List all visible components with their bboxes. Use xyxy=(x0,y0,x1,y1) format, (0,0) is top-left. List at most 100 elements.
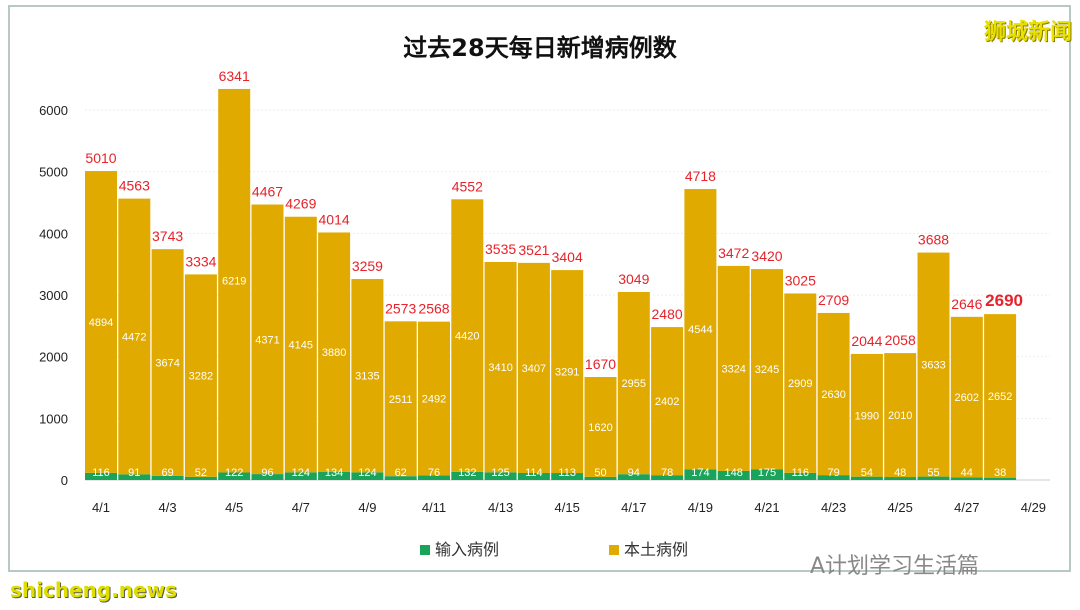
bar-local xyxy=(850,353,883,477)
data-label-total: 4014 xyxy=(319,211,350,227)
legend-label: 本土病例 xyxy=(624,540,689,559)
data-label-imported: 132 xyxy=(458,467,476,479)
bar-local xyxy=(384,321,417,477)
data-label-local: 4371 xyxy=(255,334,279,346)
y-tick-label: 5000 xyxy=(39,165,68,180)
legend: 输入病例 本土病例 xyxy=(420,536,688,560)
data-label-total: 2690 xyxy=(985,291,1023,310)
data-label-imported: 125 xyxy=(491,467,509,479)
data-label-local: 2511 xyxy=(389,394,413,406)
data-label-local: 3880 xyxy=(322,347,346,359)
y-tick-label: 1000 xyxy=(39,411,68,426)
bar-local xyxy=(551,270,584,474)
x-tick-label: 4/3 xyxy=(159,500,177,515)
data-label-total: 4269 xyxy=(285,196,316,212)
data-label-imported: 94 xyxy=(628,467,640,479)
data-label-imported: 55 xyxy=(927,467,939,479)
bar-local xyxy=(351,279,384,473)
data-label-total: 3404 xyxy=(552,249,583,265)
data-label-local: 3324 xyxy=(721,363,745,375)
data-label-total: 6341 xyxy=(219,68,250,84)
x-tick-label: 4/23 xyxy=(821,500,846,515)
bar-imported xyxy=(784,472,817,480)
bar-imported xyxy=(984,477,1017,480)
bar-imported xyxy=(318,471,351,480)
data-label-local: 3633 xyxy=(921,360,945,372)
data-label-local: 3407 xyxy=(522,363,546,375)
bar-imported xyxy=(418,475,450,480)
y-tick-label: 4000 xyxy=(39,226,68,241)
data-label-local: 2492 xyxy=(422,393,446,405)
data-label-imported: 62 xyxy=(395,467,407,479)
bar-imported xyxy=(950,477,983,480)
data-label-total: 4467 xyxy=(252,184,283,200)
data-label-total: 3688 xyxy=(918,232,949,248)
bar-local xyxy=(651,327,684,476)
x-tick-label: 4/27 xyxy=(954,500,979,515)
data-label-total: 2480 xyxy=(652,306,683,322)
legend-item-imported: 输入病例 xyxy=(420,536,499,560)
bar-imported xyxy=(151,475,184,480)
data-label-imported: 52 xyxy=(195,467,207,479)
bar-imported xyxy=(717,470,750,480)
data-label-imported: 76 xyxy=(428,467,440,479)
data-label-imported: 50 xyxy=(594,467,606,479)
x-tick-label: 4/13 xyxy=(488,500,513,515)
data-label-total: 2044 xyxy=(851,333,882,349)
data-label-total: 4552 xyxy=(452,178,483,194)
bar-imported xyxy=(617,474,650,480)
data-label-local: 2402 xyxy=(655,396,679,408)
bar-imported xyxy=(451,471,484,480)
data-label-total: 5010 xyxy=(85,150,116,166)
bar-local xyxy=(950,316,983,478)
bar-imported xyxy=(351,472,384,480)
bar-imported xyxy=(551,473,584,480)
bar-imported xyxy=(384,476,417,480)
bar-imported xyxy=(751,469,783,480)
bar-imported xyxy=(251,474,284,480)
data-label-local: 4894 xyxy=(89,317,113,329)
data-label-local: 4544 xyxy=(688,324,712,336)
bar-local xyxy=(484,262,517,473)
bar-imported xyxy=(484,472,517,480)
bar-local xyxy=(118,198,151,475)
bar-local xyxy=(451,199,484,472)
data-label-local: 4472 xyxy=(122,332,146,344)
bar-imported xyxy=(651,475,684,480)
data-label-total: 2646 xyxy=(951,296,982,312)
data-label-total: 1670 xyxy=(585,356,616,372)
data-label-total: 2058 xyxy=(885,332,916,348)
bar-imported xyxy=(85,472,117,480)
bar-imported xyxy=(850,476,883,480)
data-label-total: 2573 xyxy=(385,300,416,316)
bar-local xyxy=(284,216,317,473)
data-label-total: 4718 xyxy=(685,168,716,184)
x-tick-label: 4/25 xyxy=(888,500,913,515)
bar-local xyxy=(917,252,950,477)
data-label-local: 3282 xyxy=(189,371,213,383)
bar-local xyxy=(784,293,817,473)
chart-title: 过去28天每日新增病例数 xyxy=(403,34,677,62)
data-label-local: 4145 xyxy=(289,340,313,352)
data-label-total: 3049 xyxy=(618,271,649,287)
data-label-local: 2652 xyxy=(988,391,1012,403)
data-label-local: 3674 xyxy=(155,357,179,369)
bar-local xyxy=(884,353,917,478)
watermark-logo: 狮城新闻 xyxy=(983,20,1072,45)
data-label-total: 2709 xyxy=(818,292,849,308)
bar-local xyxy=(517,262,550,473)
data-label-total: 2568 xyxy=(418,301,449,317)
data-label-imported: 124 xyxy=(358,467,376,479)
x-tick-label: 4/21 xyxy=(754,500,779,515)
y-tick-label: 6000 xyxy=(39,103,68,118)
bar-imported xyxy=(817,475,850,480)
legend-item-local: 本土病例 xyxy=(609,536,688,560)
bar-local xyxy=(251,204,284,475)
bar-local xyxy=(684,189,717,470)
data-label-imported: 122 xyxy=(225,467,243,479)
data-label-total: 3420 xyxy=(751,248,782,264)
x-tick-label: 4/15 xyxy=(555,500,580,515)
y-tick-label: 2000 xyxy=(39,350,68,365)
data-label-local: 2602 xyxy=(955,392,979,404)
data-label-total: 3743 xyxy=(152,228,183,244)
